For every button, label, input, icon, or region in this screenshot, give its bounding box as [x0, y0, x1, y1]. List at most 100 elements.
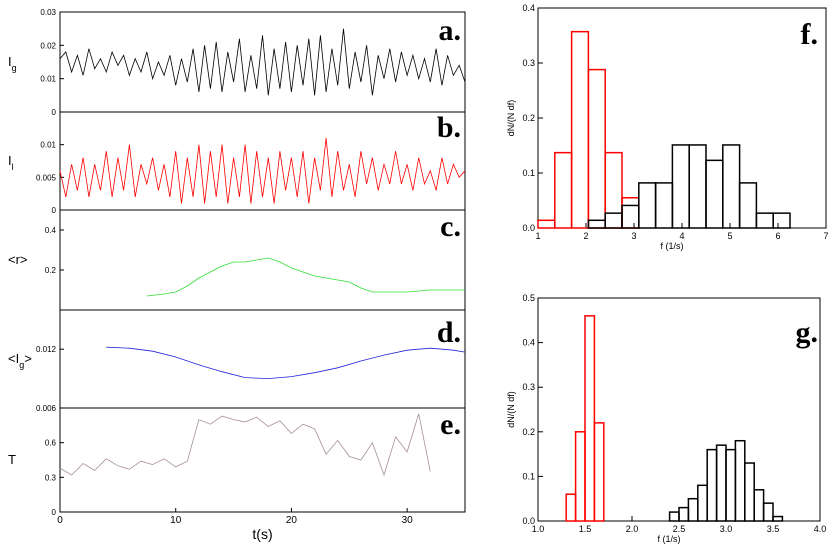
- y-tick-label: 0.2: [522, 427, 535, 437]
- y-tick-label: 0.3: [522, 58, 535, 68]
- x-tick-label: 2: [583, 231, 588, 241]
- histogram-bar: [772, 212, 791, 229]
- panel-frame: [537, 7, 827, 229]
- histogram-bar: [738, 182, 758, 229]
- y-axis-label-part: >: [24, 351, 32, 366]
- y-tick-label: 0.2: [45, 266, 57, 275]
- histogram-bar: [715, 444, 727, 522]
- y-tick-label: 0.4: [45, 226, 57, 235]
- y-tick-label: 0.01: [40, 75, 56, 84]
- panel-tag: d.: [437, 316, 461, 349]
- histogram-bar: [706, 448, 718, 522]
- histogram-bar: [687, 497, 699, 522]
- y-axis-label-part: g: [19, 360, 24, 370]
- histogram-bar: [772, 515, 784, 522]
- histogram-bar: [570, 30, 590, 229]
- histogram-bar: [755, 212, 774, 229]
- x-tick-label: 3.5: [767, 524, 780, 534]
- panel-tag: e.: [440, 408, 461, 441]
- y-axis-label: Il: [8, 153, 14, 172]
- histogram-bar: [604, 212, 623, 229]
- histogram-bar: [668, 511, 680, 522]
- histogram-bar: [604, 151, 623, 229]
- y-tick-label: 0.3: [45, 473, 57, 482]
- y-axis-label: dN/(N df): [506, 100, 516, 137]
- histogram-bar: [574, 431, 586, 522]
- x-tick-label: 1.5: [579, 524, 592, 534]
- histogram-bar: [654, 182, 674, 229]
- histogram-bar: [688, 144, 707, 229]
- y-axis-label-part: T: [8, 452, 16, 467]
- y-axis-label-part: <r>: [8, 252, 28, 267]
- x-tick-label: 5: [727, 231, 732, 241]
- panel-frame: [59, 309, 466, 409]
- y-axis-label: Ig: [8, 54, 17, 73]
- y-tick-label: 0.0: [522, 516, 535, 526]
- y-axis-label: <r>: [8, 252, 28, 267]
- histogram-bar: [587, 219, 606, 229]
- histogram-bar: [565, 493, 577, 522]
- data-line: [59, 138, 466, 204]
- panel-frame: [59, 209, 466, 311]
- y-tick-label: 0.02: [40, 41, 56, 50]
- x-tick-label: 2.0: [626, 524, 639, 534]
- histogram-bar: [587, 68, 606, 229]
- y-axis-label-part: I: [8, 54, 12, 69]
- histogram-bar: [705, 159, 724, 229]
- histogram-bar: [722, 144, 741, 229]
- histogram-bar: [697, 484, 708, 522]
- panel-tag: c.: [440, 210, 461, 243]
- histogram-bar: [584, 315, 596, 522]
- histogram-bar: [638, 182, 657, 229]
- y-axis-label: <Ig>: [8, 351, 32, 370]
- y-tick-label: 0: [52, 508, 57, 517]
- x-tick-label: 7: [823, 231, 828, 241]
- data-line: [59, 28, 466, 96]
- y-axis-label: T: [8, 452, 16, 467]
- data-line: [59, 413, 431, 477]
- y-tick-label: 0.4: [522, 3, 535, 13]
- x-tick-label: 0: [57, 515, 63, 526]
- x-tick-label: 4.0: [814, 524, 827, 534]
- histogram-bar: [671, 144, 690, 229]
- panel-tag: a.: [439, 14, 462, 47]
- y-tick-label: 0.006: [36, 404, 57, 413]
- x-tick-label: 1: [535, 231, 540, 241]
- y-axis-label-part: <I: [8, 351, 19, 366]
- y-tick-label: 0.0: [522, 223, 535, 233]
- x-tick-label: 1.0: [532, 524, 545, 534]
- x-tick-label: 3: [631, 231, 636, 241]
- y-axis-label-part: I: [8, 153, 12, 168]
- x-tick-label: 2.5: [673, 524, 686, 534]
- histogram-bar: [537, 219, 556, 229]
- y-axis-label-part: l: [12, 162, 14, 172]
- histogram-bar: [678, 506, 690, 522]
- y-tick-label: 0.012: [36, 345, 57, 354]
- y-tick-label: 0.03: [40, 8, 56, 17]
- y-tick-label: 0.5: [522, 293, 535, 303]
- y-tick-label: 0.01: [40, 141, 56, 150]
- x-tick-label: 4: [679, 231, 684, 241]
- x-axis-label: f (1/s): [657, 534, 680, 544]
- panel-frame: [59, 407, 466, 513]
- data-line: [106, 346, 466, 380]
- histogram-bar: [762, 502, 774, 522]
- x-tick-label: 10: [170, 515, 182, 526]
- panel-tag: g.: [796, 316, 819, 349]
- y-axis-label-part: g: [12, 63, 17, 73]
- y-tick-label: 0: [52, 206, 57, 215]
- histogram-bar: [621, 204, 640, 229]
- y-axis-label: dN/(N df): [506, 391, 516, 428]
- x-tick-label: 3.0: [720, 524, 733, 534]
- y-tick-label: 0.2: [522, 113, 535, 123]
- y-tick-label: 0.3: [522, 382, 535, 392]
- panel-tag: b.: [437, 111, 461, 144]
- histogram-bar: [744, 462, 755, 522]
- histogram-bar: [753, 489, 765, 522]
- y-tick-label: 0: [52, 108, 57, 117]
- data-line: [146, 257, 465, 297]
- panel-frame: [537, 297, 821, 522]
- histogram-bar: [593, 422, 605, 522]
